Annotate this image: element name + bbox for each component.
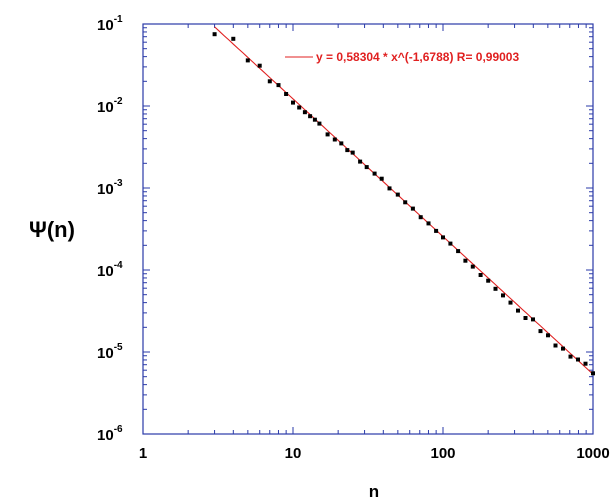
x-tick-label: 100	[430, 445, 455, 462]
y-tick-label: 10-5	[97, 342, 123, 362]
data-point	[351, 151, 355, 155]
data-point	[365, 165, 369, 169]
data-point	[591, 371, 595, 375]
y-tick-exponent: -5	[114, 342, 123, 353]
data-point	[456, 249, 460, 253]
data-point	[419, 215, 423, 219]
data-point	[291, 101, 295, 105]
fit-legend: y = 0,58304 * x^(-1,6788) R= 0,99003	[285, 50, 519, 64]
y-axis-title: Ψ(n)	[29, 217, 75, 242]
data-point	[380, 177, 384, 181]
y-tick-base: 10	[97, 345, 114, 362]
x-tick-label: 1000	[576, 445, 609, 462]
fit-equation-label: y = 0,58304 * x^(-1,6788) R= 0,99003	[316, 50, 519, 64]
y-tick-exponent: -4	[114, 260, 123, 271]
x-tick-label: 1	[139, 445, 147, 462]
y-tick-exponent: -6	[114, 424, 123, 435]
y-tick-labels: 10-110-210-310-410-510-6	[97, 14, 123, 444]
data-point	[569, 355, 573, 359]
data-point	[486, 279, 490, 283]
data-point	[345, 148, 349, 152]
data-point	[434, 229, 438, 233]
data-point	[427, 221, 431, 225]
data-point	[539, 329, 543, 333]
data-point	[471, 265, 475, 269]
data-point	[561, 347, 565, 351]
data-point	[373, 172, 377, 176]
data-point	[584, 362, 588, 366]
y-tick-label: 10-3	[97, 178, 123, 198]
data-point	[516, 309, 520, 313]
data-point	[494, 287, 498, 291]
data-point	[554, 344, 558, 348]
data-point	[213, 32, 217, 36]
data-point	[231, 37, 235, 41]
y-tick-label: 10-1	[97, 14, 123, 34]
data-point	[576, 358, 580, 362]
data-point	[297, 106, 301, 110]
data-point	[246, 58, 250, 62]
data-point	[284, 92, 288, 96]
y-tick-exponent: -3	[114, 178, 123, 189]
y-tick-base: 10	[97, 99, 114, 116]
y-tick-base: 10	[97, 181, 114, 198]
data-point	[317, 122, 321, 126]
data-point	[388, 186, 392, 190]
plot-frame	[143, 24, 593, 434]
data-point	[303, 110, 307, 114]
data-point	[308, 114, 312, 118]
y-tick-base: 10	[97, 17, 114, 34]
data-point	[411, 207, 415, 211]
data-point	[277, 83, 281, 87]
data-point	[339, 141, 343, 145]
data-point	[531, 317, 535, 321]
x-tick-labels: 1 10 100 1000	[139, 445, 610, 462]
y-tick-label: 10-6	[97, 424, 123, 444]
y-tick-exponent: -1	[114, 14, 123, 25]
data-point	[358, 160, 362, 164]
data-point	[403, 200, 407, 204]
data-point	[524, 316, 528, 320]
y-tick-base: 10	[97, 263, 114, 280]
data-point	[509, 301, 513, 305]
data-point	[479, 273, 483, 277]
data-point	[546, 333, 550, 337]
data-point	[258, 64, 262, 68]
data-point	[396, 193, 400, 197]
data-point	[313, 118, 317, 122]
axis-ticks	[143, 24, 593, 434]
data-point	[463, 259, 467, 263]
data-point	[501, 293, 505, 297]
y-tick-label: 10-2	[97, 96, 123, 116]
data-point	[326, 132, 330, 136]
data-point	[268, 79, 272, 83]
data-point	[448, 242, 452, 246]
data-point	[441, 235, 445, 239]
y-tick-base: 10	[97, 427, 114, 444]
data-point	[333, 138, 337, 142]
x-tick-label: 10	[285, 445, 302, 462]
y-tick-label: 10-4	[97, 260, 123, 280]
x-axis-title: n	[369, 482, 379, 501]
y-tick-exponent: -2	[114, 96, 123, 107]
